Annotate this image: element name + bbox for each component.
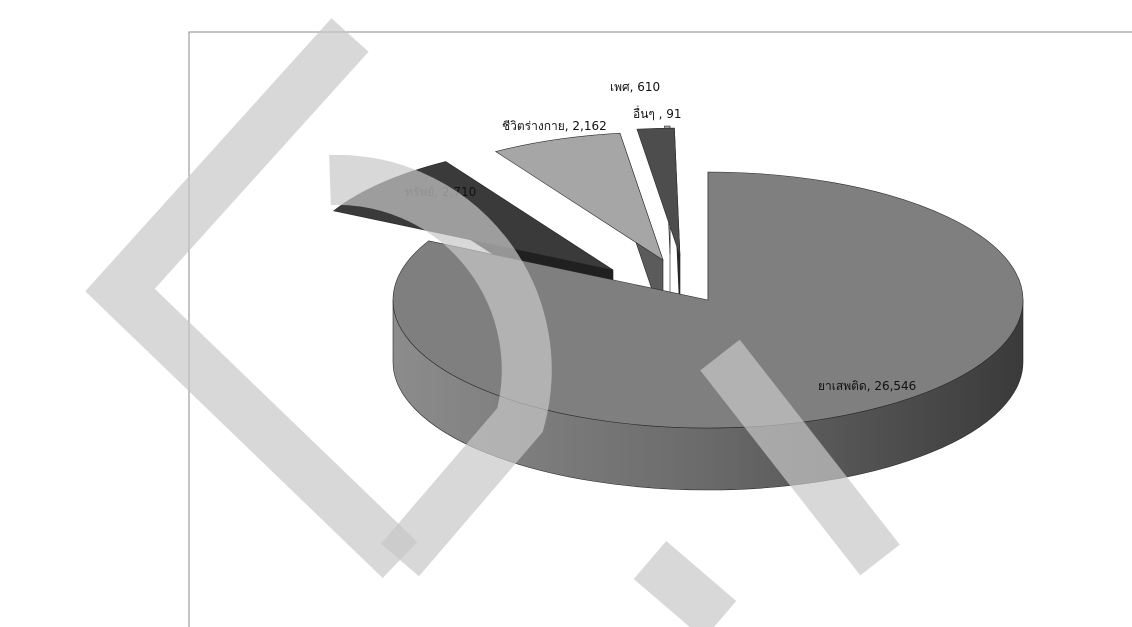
label-others: อื่นๆ , 91 <box>633 105 682 121</box>
watermark <box>85 18 900 627</box>
label-drugs: ยาเสพติด, 26,546 <box>818 379 916 393</box>
pie-slice-2 <box>494 132 664 323</box>
label-sex: เพศ, 610 <box>610 80 660 94</box>
pie-slice-top-3 <box>636 127 681 257</box>
plot-area-frame <box>188 31 1132 627</box>
label-life-body: ชีวิตร่างกาย, 2,162 <box>502 119 607 133</box>
pie-slice-top-2 <box>494 132 664 261</box>
